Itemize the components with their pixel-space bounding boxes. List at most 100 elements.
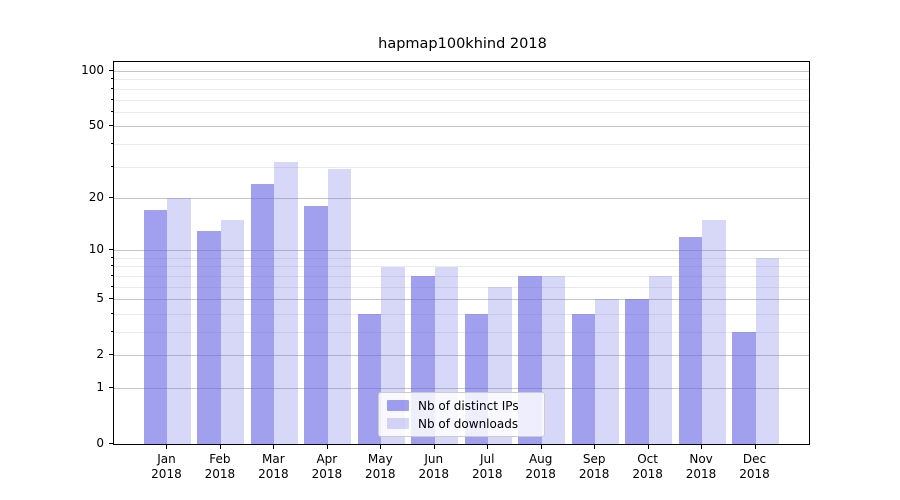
bar-downloads-mar [274,161,298,444]
x-label-month: Dec [742,452,767,466]
x-tick-label-may: May 2018 [348,452,412,482]
y-tick-label-20: 20 [88,189,104,204]
y-minortick-4 [111,312,113,314]
y-minortick-90 [111,78,113,80]
y-tick-20 [109,196,113,198]
chart-title: hapmap100khind 2018 [378,36,547,52]
bar-ips-mar [250,183,275,444]
bar-ips-may [357,313,382,444]
major-gridline-50 [114,126,809,128]
x-label-month: Mar [262,452,285,466]
bar-downloads-aug [541,276,566,444]
minor-gridline-4 [114,313,809,315]
x-tick-label-apr: Apr 2018 [295,452,359,482]
minor-gridline-70 [114,99,809,101]
x-tick-oct [647,445,649,449]
major-gridline-2 [114,355,809,357]
y-tick-label-50: 50 [88,118,104,133]
x-label-month: Jul [479,452,495,466]
x-tick-label-dec: Dec 2018 [723,452,787,482]
x-label-year: 2018 [632,467,663,481]
bar-ips-sep [571,313,596,444]
x-tick-sep [594,445,596,449]
bar-downloads-jan [167,198,191,444]
bar-ips-dec [732,332,756,444]
x-label-year: 2018 [578,467,610,481]
x-tick-mar [273,445,275,449]
x-tick-may [380,445,382,449]
y-minortick-3 [111,330,113,332]
y-tick-50 [109,125,113,127]
x-label-month: Feb [209,452,231,466]
x-label-year: 2018 [365,467,396,481]
y-tick-2 [109,354,113,356]
x-label-month: May [367,452,393,466]
y-tick-100 [109,70,113,72]
x-tick-label-nov: Nov 2018 [669,452,733,482]
legend: Nb of distinct IPs Nb of downloads [378,392,545,437]
plot-area: Nb of distinct IPs Nb of downloads [113,61,810,445]
minor-gridline-3 [114,331,809,333]
bar-downloads-dec [755,257,780,444]
major-gridline-20 [114,197,809,199]
y-tick-5 [109,298,113,300]
major-gridline-10 [114,250,809,252]
x-tick-dec [754,445,756,449]
x-label-year: 2018 [204,467,236,481]
minor-gridline-9 [114,257,809,259]
minor-gridline-30 [114,166,809,168]
x-tick-apr [326,445,328,449]
minor-gridline-8 [114,266,809,268]
bar-downloads-sep [595,299,619,444]
x-tick-label-sep: Sep 2018 [562,452,626,482]
bar-downloads-oct [648,276,673,444]
legend-entry-ips: Nb of distinct IPs [387,399,534,413]
x-tick-label-mar: Mar 2018 [241,452,305,482]
bar-ips-apr [304,206,328,444]
x-label-month: Jan [157,452,176,466]
bar-downloads-apr [327,169,352,444]
x-tick-aug [540,445,542,449]
y-minortick-9 [111,256,113,258]
x-label-month: Jun [424,452,444,466]
y-minortick-60 [111,110,113,112]
bar-ips-jan [143,210,168,444]
x-tick-feb [219,445,221,449]
x-label-year: 2018 [525,467,556,481]
y-tick-label-2: 2 [96,347,104,362]
y-minortick-7 [111,274,113,276]
y-tick-0 [109,443,113,444]
y-minortick-6 [111,285,113,287]
x-label-year: 2018 [471,467,503,481]
y-minortick-40 [111,142,113,144]
bar-ips-oct [625,299,649,444]
x-tick-jun [433,445,435,449]
x-label-year: 2018 [418,467,450,481]
bar-ips-feb [197,230,221,444]
x-tick-label-oct: Oct 2018 [616,452,680,482]
y-tick-1 [109,386,113,388]
x-label-month: Sep [582,452,606,466]
y-tick-label-100: 100 [81,63,104,78]
x-label-year: 2018 [739,467,770,481]
minor-gridline-60 [114,111,809,113]
x-label-year: 2018 [685,467,717,481]
bar-downloads-feb [220,220,245,444]
x-label-month: Aug [528,452,553,466]
x-label-year: 2018 [311,467,343,481]
x-tick-label-jan: Jan 2018 [134,452,198,482]
x-tick-jul [487,445,489,449]
major-gridline-1 [114,387,809,389]
bar-downloads-nov [702,220,726,444]
bar-ips-nov [678,236,703,444]
x-tick-label-jul: Jul 2018 [455,452,519,482]
legend-swatch-ips [387,400,409,411]
minor-gridline-80 [114,88,809,90]
legend-label-ips: Nb of distinct IPs [418,398,519,413]
legend-entry-downloads: Nb of downloads [387,417,534,431]
x-tick-label-feb: Feb 2018 [188,452,252,482]
major-gridline-100 [114,71,809,73]
x-tick-label-aug: Aug 2018 [509,452,573,482]
y-tick-label-5: 5 [96,291,104,306]
